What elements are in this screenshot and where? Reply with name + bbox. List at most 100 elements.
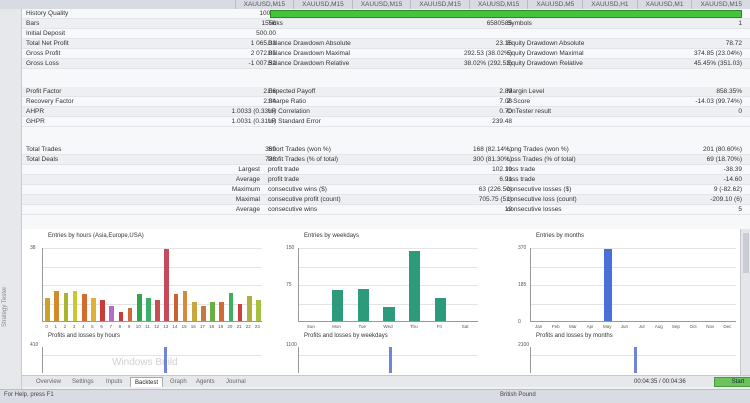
x-tick-label: 2 (63, 324, 67, 329)
report-value-zscore: -14.03 (99.74%) (695, 98, 742, 105)
report-label-gross-profit: Gross Profit (26, 50, 61, 57)
report-value-long-trades: 201 (80.60%) (702, 146, 742, 153)
x-tick-label: Sun (306, 324, 315, 329)
backtest-report: History Quality 100% Bars 1556 Ticks 6580585 S… (22, 9, 750, 229)
chart-tab[interactable]: XAUUSD,M15 (293, 0, 352, 9)
grid-line (531, 303, 736, 305)
tab-overview[interactable]: Overview (36, 379, 62, 385)
grid-line (43, 248, 262, 249)
sidebar-label: Strategy Tester (2, 286, 8, 327)
report-row: Recovery Factor 2.84 Sharpe Ratio 7.08 Z-Sco… (22, 97, 750, 107)
chart-bar (136, 294, 142, 321)
report-label-maximum: Maximum (231, 186, 260, 193)
y-axis-label: 150 (286, 245, 295, 251)
chart-tab[interactable]: XAUUSD,M15 (234, 0, 294, 9)
chart-tab[interactable]: XAUUSD,M15 (351, 0, 411, 9)
chart-bar (246, 296, 252, 321)
tab-graph[interactable]: Graph (170, 379, 187, 385)
tab-backtest[interactable]: Backtest (130, 377, 164, 387)
x-tick-label: 0 (45, 324, 48, 329)
chart-bar (201, 305, 206, 321)
report-value-bars: 1556 (261, 20, 276, 27)
report-label-symbols: Symbols (507, 20, 532, 27)
report-label-initial-deposit: Initial Deposit (26, 30, 66, 37)
report-value-eq-dd-abs: 78.72 (725, 40, 742, 47)
grid-line (43, 355, 262, 356)
chart-bar (127, 307, 133, 321)
report-label-ontester: OnTester result (507, 108, 552, 115)
x-tick-label: 8 (118, 324, 122, 329)
report-value-eq-dd-rel: 45.45% (351.03) (693, 60, 742, 67)
chart-bar (182, 290, 188, 321)
chart-title: Profits and losses by hours (48, 333, 121, 339)
report-label-eq-dd-max: Equity Drawdown Maximal (507, 50, 584, 57)
grid-line (531, 248, 736, 249)
report-label-avg-loss-trade: loss trade (507, 176, 536, 183)
y-axis-label: 2100 (518, 342, 530, 348)
report-row: Gross Loss -1 007.52 Balance Drawdown Rela… (22, 59, 750, 69)
vertical-scrollbar[interactable] (740, 229, 750, 375)
chart-bar (634, 347, 637, 373)
chart-tab[interactable]: XAUUSD,M1 (636, 0, 692, 9)
x-tick-label: Wed (383, 324, 393, 329)
report-label-history-quality: History Quality (26, 10, 69, 17)
report-value-avg-profit-trade: 6.91 (499, 176, 512, 183)
x-tick-label: 17 (199, 324, 205, 329)
chart-tab[interactable]: XAUUSD,M15 (410, 0, 469, 9)
report-row: Bars 1556 Ticks 6580585 Symbols 1 (22, 19, 750, 29)
start-button[interactable]: Start (714, 377, 750, 387)
report-row: History Quality 100% (22, 9, 750, 19)
tab-journal[interactable]: Journal (226, 379, 246, 385)
y-axis-label: 0 (518, 319, 521, 325)
report-label-bal-dd-max: Balance Drawdown Maximal (268, 50, 351, 57)
status-bar: For Help, press F1 British Pound (0, 389, 750, 403)
report-value-ahpr: 1.0033 (0.33%) (231, 108, 276, 115)
report-value-cons-loss: -209.10 (6) (710, 196, 742, 203)
report-label-average2: Average (235, 206, 260, 213)
report-label-average: Average (235, 176, 260, 183)
report-label-cons-losses: consecutive losses ($) (507, 186, 572, 193)
x-tick-label: 18 (209, 324, 215, 329)
report-label-margin-level: Margin Level (507, 88, 545, 95)
bottom-tab-bar: 00:04:35 / 00:04:36 Start Overview Settin… (22, 375, 750, 387)
chart-tab[interactable]: XAUUSD,M15 (691, 0, 750, 9)
scrollbar-thumb[interactable] (743, 233, 749, 273)
report-value-loss-trades: 69 (18.70%) (706, 156, 742, 163)
watermark-text: Windows Build (112, 357, 178, 368)
tab-inputs[interactable]: Inputs (106, 379, 123, 385)
report-label-ticks: Ticks (268, 20, 283, 27)
y-axis-label: 410 (30, 342, 39, 348)
report-row: GHPR 1.0031 (0.31%) LR Standard Error 239.4… (22, 117, 750, 127)
chart-bar (109, 305, 115, 321)
chart-bar (45, 298, 50, 321)
chart-tab[interactable]: XAUUSD,M5 (527, 0, 582, 9)
chart-tab[interactable]: XAUUSD,M15 (468, 0, 528, 9)
chart-bar (91, 298, 96, 321)
tab-settings[interactable]: Settings (72, 379, 94, 385)
report-value-bal-dd-max: 292.53 (38.02%) (463, 50, 512, 57)
report-value-gross-loss: -1 007.52 (248, 60, 276, 67)
x-tick-label: 21 (236, 324, 242, 329)
report-row: Total Trades 369 Short Trades (won %) 168 (… (22, 145, 750, 155)
report-label-expected-payoff: Expected Payoff (268, 88, 316, 95)
report-row: Total Net Profit 1 065.33 Balance Drawdown… (22, 39, 750, 49)
x-tick-label: 16 (190, 324, 196, 329)
report-value-cons-losses: 9 (-82.62) (713, 186, 742, 193)
y-axis-label: 185 (518, 282, 527, 288)
chart-tab[interactable]: XAUUSD,H1 (582, 0, 636, 9)
report-row: Maximal consecutive profit (count) 705.75 … (22, 195, 750, 205)
tab-agents[interactable]: Agents (196, 379, 215, 385)
report-value-avg-cons-wins: 19 (504, 206, 512, 213)
chart-bar (173, 294, 179, 321)
report-row: Average consecutive wins 19 consecutive los… (22, 205, 750, 215)
x-tick-label: 14 (172, 324, 178, 329)
y-axis-label: 1100 (286, 342, 297, 348)
report-value-ontester: 0 (738, 108, 742, 115)
x-tick-label: Fri (436, 324, 443, 329)
report-value-avg-loss-trade: -14.60 (723, 176, 742, 183)
chart-title: Entries by months (536, 233, 585, 239)
report-label-long-trades: Long Trades (won %) (507, 146, 569, 153)
chart-title: Entries by weekdays (304, 233, 360, 239)
report-label-bal-dd-rel: Balance Drawdown Relative (268, 60, 350, 67)
